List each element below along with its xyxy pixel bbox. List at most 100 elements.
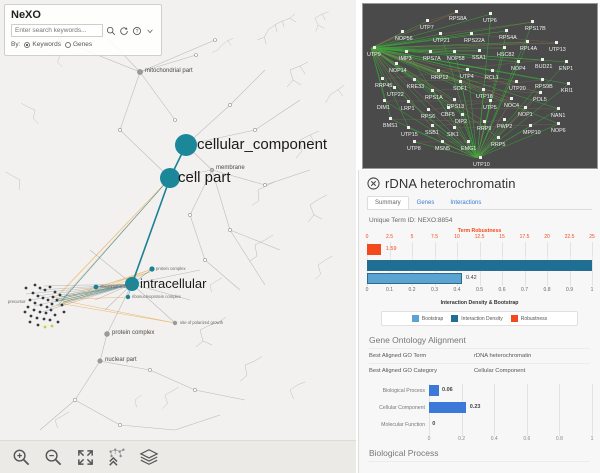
network-node[interactable] (555, 41, 558, 44)
search-panel[interactable]: NeXO ? By: Keywords Genes (4, 4, 162, 56)
network-node[interactable] (431, 89, 434, 92)
fit-to-screen-icon[interactable] (74, 446, 96, 468)
network-node[interactable] (503, 118, 506, 121)
network-node[interactable] (470, 32, 473, 35)
network-node[interactable] (373, 46, 376, 49)
term-summary-panel[interactable]: rDNA heterochromatin Summary Genes Inter… (358, 170, 600, 473)
gene-interaction-network[interactable]: RPS8A UTP6 UTP7 RPS17B NOP56 UTP21 RPS22A RPS4A… (362, 3, 598, 169)
network-node[interactable] (489, 12, 492, 15)
network-node[interactable] (405, 50, 408, 53)
bar-value-bootstrap: 0.42 (466, 275, 477, 281)
go-alignment-title: Gene Ontology Alignment (369, 335, 466, 345)
network-node[interactable] (431, 124, 434, 127)
network-node[interactable] (478, 49, 481, 52)
network-node[interactable] (491, 69, 494, 72)
network-node[interactable] (557, 122, 560, 125)
network-node[interactable] (557, 107, 560, 110)
zoom-in-icon[interactable] (10, 446, 32, 468)
network-node[interactable] (482, 88, 485, 91)
network-node[interactable] (524, 106, 527, 109)
reset-icon[interactable] (118, 25, 129, 37)
network-node[interactable] (447, 106, 450, 109)
network-node[interactable] (541, 58, 544, 61)
gridline (479, 258, 481, 286)
network-node[interactable] (383, 99, 386, 102)
network-node[interactable] (389, 117, 392, 120)
close-circle-icon[interactable] (367, 177, 380, 190)
radio-keywords[interactable]: Keywords (24, 41, 61, 48)
zoom-out-icon[interactable] (42, 446, 64, 468)
network-node[interactable] (517, 60, 520, 63)
go-category-label: Cellular Component (379, 405, 425, 411)
network-node-label: EMG1 (461, 146, 476, 152)
tree-canvas[interactable] (0, 0, 356, 440)
network-node[interactable] (461, 113, 464, 116)
chevron-down-icon[interactable] (144, 25, 155, 37)
network-node[interactable] (453, 98, 456, 101)
network-node[interactable] (503, 46, 506, 49)
network-node[interactable] (515, 80, 518, 83)
network-node[interactable] (565, 60, 568, 63)
network-node[interactable] (497, 136, 500, 139)
network-node[interactable] (407, 126, 410, 129)
network-node[interactable] (413, 140, 416, 143)
network-node[interactable] (505, 29, 508, 32)
network-node[interactable] (510, 97, 513, 100)
tab-genes[interactable]: Genes (416, 200, 435, 206)
network-node-label: RRP9 (477, 126, 491, 132)
tab-interactions[interactable]: Interactions (450, 200, 482, 206)
search-input[interactable] (11, 24, 103, 37)
help-icon[interactable]: ? (131, 25, 142, 37)
layers-icon[interactable] (138, 446, 160, 468)
network-node[interactable] (453, 50, 456, 53)
network-node[interactable] (437, 69, 440, 72)
network-node[interactable] (567, 82, 570, 85)
network-node[interactable] (395, 62, 398, 65)
network-canvas[interactable]: RPS8A UTP6 UTP7 RPS17B NOP56 UTP21 RPS22A RPS4A… (363, 4, 598, 169)
gridline (389, 258, 391, 286)
tiny-label-protein-complex: protein complex (156, 266, 186, 271)
search-row[interactable]: ? (11, 24, 155, 37)
network-node[interactable] (479, 156, 482, 159)
network-node[interactable] (427, 108, 430, 111)
network-node[interactable] (539, 91, 542, 94)
network-node[interactable] (459, 80, 462, 83)
network-node-label: NOP56 (395, 36, 413, 42)
network-node-label: UTP10 (473, 162, 490, 168)
radio-genes[interactable]: Genes (64, 41, 92, 48)
network-node[interactable] (467, 140, 470, 143)
network-node[interactable] (541, 78, 544, 81)
term-header: rDNA heterochromatin (359, 170, 600, 193)
network-node[interactable] (526, 40, 529, 43)
network-node[interactable] (413, 78, 416, 81)
network-node[interactable] (529, 124, 532, 127)
gridline (389, 242, 391, 257)
network-node[interactable] (381, 77, 384, 80)
tab-summary[interactable]: Summary (367, 196, 409, 209)
network-node[interactable] (407, 100, 410, 103)
network-node[interactable] (453, 126, 456, 129)
network-node-label: RRP5 (491, 142, 505, 148)
network-node[interactable] (489, 99, 492, 102)
network-node[interactable] (426, 19, 429, 22)
network-node[interactable] (439, 32, 442, 35)
collapse-icon[interactable] (106, 446, 128, 468)
network-node[interactable] (483, 120, 486, 123)
network-node[interactable] (455, 10, 458, 13)
tab-bar[interactable]: Summary Genes Interactions (367, 196, 592, 210)
network-node-label: NOP14 (389, 68, 407, 74)
gridline (547, 242, 548, 257)
tree-toolbar[interactable] (0, 440, 356, 473)
x-tick: 25 (589, 234, 595, 240)
hierarchy-tree-panel[interactable]: cellular_component cell part intracellul… (0, 0, 356, 473)
network-node[interactable] (466, 68, 469, 71)
network-node[interactable] (429, 50, 432, 53)
network-node[interactable] (401, 30, 404, 33)
network-node[interactable] (441, 140, 444, 143)
network-node[interactable] (393, 86, 396, 89)
search-by-row[interactable]: By: Keywords Genes (11, 41, 155, 48)
x-tick: 0.8 (543, 287, 551, 293)
network-node[interactable] (531, 20, 534, 23)
gridline (526, 384, 528, 436)
search-icon[interactable] (105, 25, 116, 37)
